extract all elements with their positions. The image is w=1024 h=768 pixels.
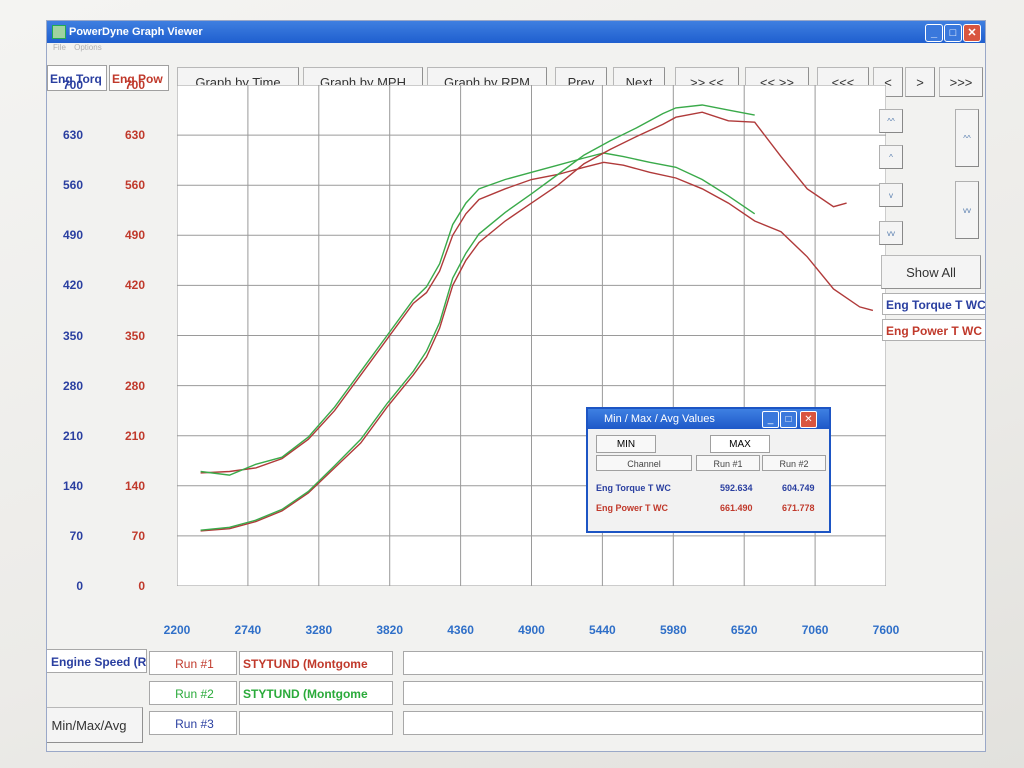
- run3-notes: [403, 711, 983, 735]
- dialog-title: Min / Max / Avg Values: [604, 413, 715, 425]
- y-tick-power: 140: [124, 478, 145, 493]
- scroll-far-right-button[interactable]: >>>: [939, 67, 983, 97]
- y-tick-torque: 630: [62, 128, 83, 143]
- dialog-minimize-button[interactable]: _: [762, 411, 779, 428]
- tab-min[interactable]: MIN: [596, 435, 656, 453]
- expand-down-button[interactable]: vv: [955, 181, 979, 239]
- series-line-1: [200, 161, 874, 474]
- x-channel-selector[interactable]: Engine Speed (RI: [47, 649, 147, 673]
- y-tick-torque: 280: [62, 378, 83, 393]
- y-tick-power: 210: [124, 428, 145, 443]
- x-tick-label: 3820: [376, 623, 404, 637]
- x-tick-label: 2200: [163, 623, 191, 637]
- y-tick-power: 700: [124, 78, 145, 92]
- y-tick-power: 560: [124, 178, 145, 193]
- menu-options[interactable]: Options: [74, 43, 102, 52]
- x-tick-label: 3280: [305, 623, 333, 637]
- y-tick-torque: 0: [76, 579, 83, 593]
- series-line-3: [200, 111, 847, 532]
- tab-max[interactable]: MAX: [710, 435, 770, 453]
- power-axis-header[interactable]: Eng Pow: [109, 65, 169, 91]
- run3-file[interactable]: [239, 711, 393, 735]
- run2-file[interactable]: STYTUND (Montgome: [239, 681, 393, 705]
- row-power-run1: 661.490: [720, 503, 753, 513]
- window-title: PowerDyne Graph Viewer: [69, 26, 203, 38]
- col-channel: Channel: [596, 455, 692, 471]
- dialog-maximize-button[interactable]: □: [780, 411, 797, 428]
- col-run2: Run #2: [762, 455, 826, 471]
- x-tick-label: 5980: [659, 623, 687, 637]
- run1-label[interactable]: Run #1: [149, 651, 237, 675]
- menu-bar: File Options: [47, 43, 985, 57]
- dialog-close-button[interactable]: ✕: [800, 411, 817, 428]
- run1-file[interactable]: STYTUND (Montgome: [239, 651, 393, 675]
- torque-axis-header[interactable]: Eng Torq: [47, 65, 107, 91]
- run3-label[interactable]: Run #3: [149, 711, 237, 735]
- y-tick-torque: 140: [62, 478, 83, 493]
- row-torque-channel: Eng Torque T WC: [596, 483, 671, 493]
- y-tick-torque: 560: [62, 178, 83, 193]
- y-tick-torque: 70: [69, 528, 83, 543]
- legend-torque-channel[interactable]: Eng Torque T WC: [882, 293, 985, 315]
- run2-notes: [403, 681, 983, 705]
- scroll-up-button[interactable]: ^: [879, 145, 903, 169]
- x-tick-label: 5440: [589, 623, 616, 637]
- x-channel-label: Engine Speed (RI: [51, 655, 147, 669]
- graph-viewer-window: PowerDyne Graph Viewer _ □ ✕ File Option…: [46, 20, 986, 752]
- x-tick-label: 7060: [801, 623, 829, 637]
- app-icon: [52, 25, 66, 39]
- min-max-avg-button[interactable]: Min/Max/Avg: [47, 707, 143, 743]
- y-tick-power: 70: [131, 528, 145, 543]
- x-tick-label: 4900: [518, 623, 545, 637]
- x-tick-label: 4360: [447, 623, 474, 637]
- close-button[interactable]: ✕: [963, 24, 981, 42]
- x-tick-label: 2740: [234, 623, 262, 637]
- dialog-title-bar[interactable]: Min / Max / Avg Values _ □ ✕: [588, 409, 829, 429]
- scroll-right-button[interactable]: >: [905, 67, 935, 97]
- expand-up-button[interactable]: ^^: [955, 109, 979, 167]
- y-tick-torque: 210: [62, 428, 83, 443]
- row-torque-run1: 592.634: [720, 483, 753, 493]
- y-tick-power: 490: [124, 228, 145, 243]
- row-power-channel: Eng Power T WC: [596, 503, 668, 513]
- row-torque-run2: 604.749: [782, 483, 815, 493]
- run2-label[interactable]: Run #2: [149, 681, 237, 705]
- legend-power-channel[interactable]: Eng Power T WC: [882, 319, 985, 341]
- scroll-down-fast-button[interactable]: vv: [879, 221, 903, 245]
- minimize-button[interactable]: _: [925, 24, 943, 42]
- y-tick-torque: 700: [62, 78, 83, 92]
- min-max-avg-dialog: Min / Max / Avg Values _ □ ✕ MIN MAX Cha…: [586, 407, 831, 533]
- series-line-2: [200, 152, 756, 476]
- maximize-button[interactable]: □: [944, 24, 962, 42]
- y-tick-torque: 420: [62, 278, 83, 293]
- series-line-4: [200, 104, 755, 531]
- show-all-button[interactable]: Show All: [881, 255, 981, 289]
- scroll-up-fast-button[interactable]: ^^: [879, 109, 903, 133]
- y-tick-power: 420: [124, 278, 145, 293]
- y-tick-power: 350: [124, 328, 145, 343]
- min-max-avg-label: Min/Max/Avg: [51, 718, 127, 733]
- x-tick-label: 6520: [730, 623, 758, 637]
- y-tick-torque: 490: [62, 228, 83, 243]
- y-tick-power: 0: [138, 579, 145, 593]
- x-tick-label: 7600: [872, 623, 900, 637]
- run1-notes: [403, 651, 983, 675]
- col-run1: Run #1: [696, 455, 760, 471]
- y-tick-power: 630: [124, 128, 145, 143]
- y-tick-power: 280: [124, 378, 145, 393]
- scroll-down-button[interactable]: v: [879, 183, 903, 207]
- y-tick-torque: 350: [62, 328, 83, 343]
- title-bar[interactable]: PowerDyne Graph Viewer _ □ ✕: [47, 21, 985, 43]
- menu-file[interactable]: File: [53, 43, 66, 52]
- row-power-run2: 671.778: [782, 503, 815, 513]
